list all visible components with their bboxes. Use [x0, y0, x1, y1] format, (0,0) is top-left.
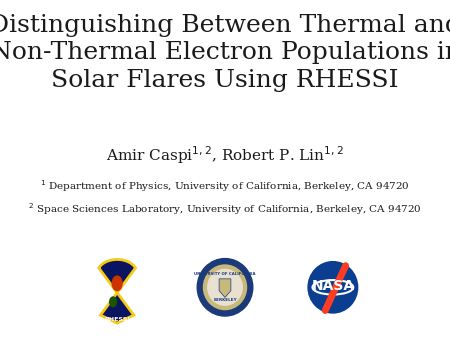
Ellipse shape	[109, 296, 117, 308]
Ellipse shape	[112, 275, 123, 291]
Text: UNIVERSITY OF CALIFORNIA: UNIVERSITY OF CALIFORNIA	[194, 271, 256, 275]
Text: 1868: 1868	[220, 311, 230, 315]
Text: $^{2}$ Space Sciences Laboratory, University of California, Berkeley, CA 94720: $^{2}$ Space Sciences Laboratory, Univer…	[28, 202, 422, 217]
Circle shape	[197, 259, 253, 316]
Text: Amir Caspi$^{1,2}$, Robert P. Lin$^{1,2}$: Amir Caspi$^{1,2}$, Robert P. Lin$^{1,2}…	[106, 145, 344, 166]
Text: NASA: NASA	[311, 279, 355, 293]
Polygon shape	[99, 260, 135, 323]
Polygon shape	[219, 279, 231, 297]
Circle shape	[203, 264, 247, 310]
Text: RHESSI: RHESSI	[104, 317, 130, 321]
Circle shape	[307, 261, 358, 314]
Circle shape	[207, 269, 243, 306]
Text: BERKELEY: BERKELEY	[213, 298, 237, 302]
Text: Distinguishing Between Thermal and
Non-Thermal Electron Populations in
Solar Fla: Distinguishing Between Thermal and Non-T…	[0, 14, 450, 92]
Text: $^{1}$ Department of Physics, University of California, Berkeley, CA 94720: $^{1}$ Department of Physics, University…	[40, 178, 410, 194]
